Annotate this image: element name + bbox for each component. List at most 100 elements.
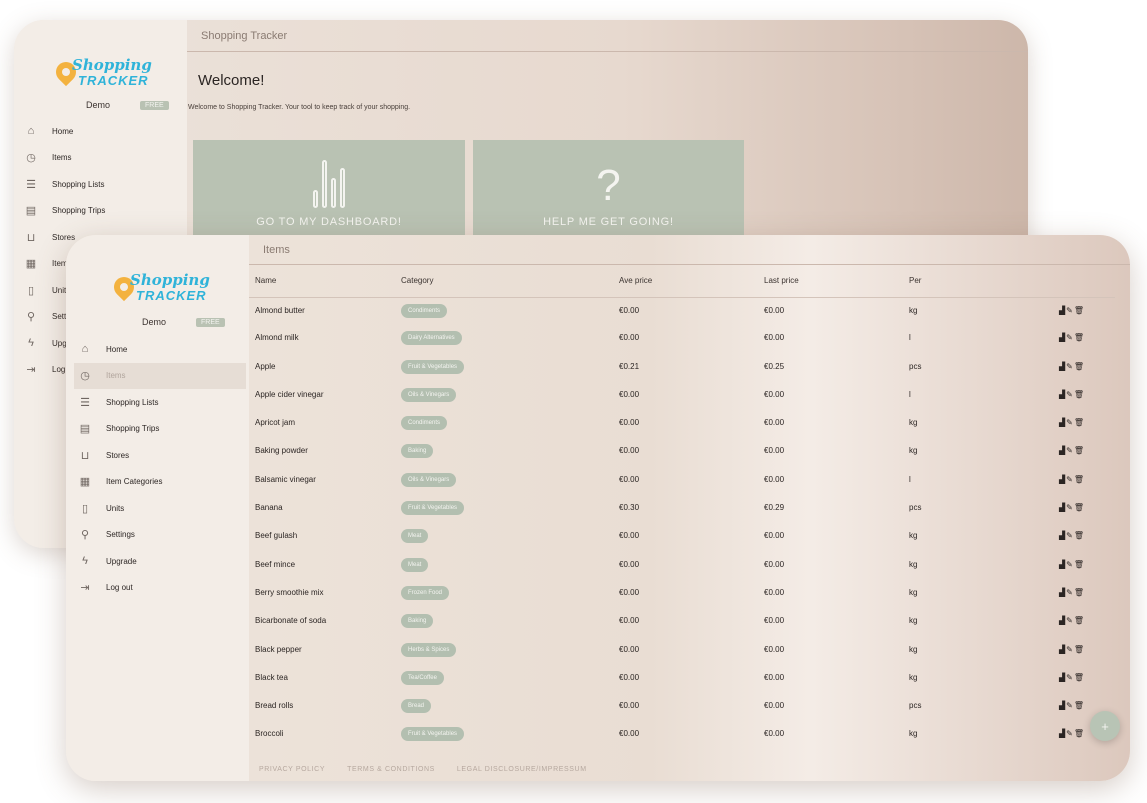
row-actions-icon[interactable]: ▟✎🗑 <box>1058 644 1085 654</box>
units-icon: ▯ <box>27 284 35 297</box>
table-row[interactable]: Apple Fruit & Vegetables €0.21 €0.25 pcs ▟✎🗑 <box>249 354 1115 382</box>
item-unit: l <box>909 474 911 484</box>
row-actions-icon[interactable]: ▟✎🗑 <box>1058 361 1085 371</box>
item-last-price: €0.00 <box>764 418 785 428</box>
sidebar-item-label: Item Categories <box>106 477 163 487</box>
item-last-price: €0.29 <box>764 503 785 513</box>
page-title: Items <box>249 235 1130 265</box>
table-row[interactable]: Berry smoothie mix Frozen Food €0.00 €0.00 k… <box>249 580 1115 608</box>
sidebar-item-logout[interactable]: ⇥ Log <box>20 357 105 384</box>
logo-text-tracker: TRACKER <box>78 73 149 88</box>
row-actions-icon[interactable]: ▟✎🗑 <box>1058 616 1085 626</box>
sidebar-item-label: Settings <box>106 530 135 540</box>
user-row: Demo FREE <box>142 317 225 327</box>
item-unit: kg <box>909 531 918 541</box>
table-row[interactable]: Black tea Tea/Coffee €0.00 €0.00 kg ▟✎🗑 <box>249 665 1115 693</box>
legal-disclosure-link[interactable]: LEGAL DISCLOSURE/IMPRESSUM <box>456 766 587 773</box>
item-category-cell: Meat <box>395 523 613 551</box>
sidebar-item-label: Stores <box>106 450 130 460</box>
table-row[interactable]: Balsamic vinegar Oils & Vinegars €0.00 €0.0… <box>249 467 1115 495</box>
column-header-category[interactable]: Category <box>395 265 613 298</box>
table-row[interactable]: Banana Fruit & Vegetables €0.30 €0.29 pcs ▟✎🗑 <box>249 495 1115 523</box>
sidebar-item-categories[interactable]: ▦ Item Categories <box>74 469 246 496</box>
column-header-per[interactable]: Per <box>903 265 1003 298</box>
sidebar-item-cart[interactable]: ⊔ Stores <box>74 442 246 469</box>
sidebar-item-label: Shopping Lists <box>106 397 159 407</box>
row-actions-icon[interactable]: ▟✎🗑 <box>1058 503 1085 513</box>
sidebar-item-list[interactable]: ☰ Shopping Lists <box>74 389 246 416</box>
item-ave-price: €0.00 <box>619 389 640 399</box>
row-actions-icon[interactable]: ▟✎🗑 <box>1058 587 1085 597</box>
help-tile[interactable]: ? HELP ME GET GOING! <box>473 140 744 236</box>
table-row[interactable]: Baking powder Baking €0.00 €0.00 kg ▟✎🗑 <box>249 438 1115 466</box>
table-row[interactable]: Apple cider vinegar Oils & Vinegars €0.00 €… <box>249 382 1115 410</box>
row-actions-icon[interactable]: ▟✎🗑 <box>1058 333 1085 343</box>
table-row[interactable]: Beef gulash Meat €0.00 €0.00 kg ▟✎🗑 <box>249 523 1115 551</box>
row-actions-icon[interactable]: ▟✎🗑 <box>1058 531 1085 541</box>
sidebar-item-label: Shopping Trips <box>52 206 106 216</box>
table-row[interactable]: Bread rolls Bread €0.00 €0.00 pcs ▟✎🗑 <box>249 693 1115 721</box>
row-actions-icon[interactable]: ▟✎🗑 <box>1058 559 1085 569</box>
plan-badge: FREE <box>196 317 225 327</box>
sidebar-item-categories[interactable]: ▦ Item <box>20 251 105 278</box>
item-last-price: €0.00 <box>764 305 785 315</box>
sidebar-item-upgrade[interactable]: ϟ Upg <box>20 330 105 357</box>
sidebar-item-settings[interactable]: ⚲ Sett <box>20 304 105 331</box>
sidebar-item-label: Upgrade <box>106 556 137 566</box>
column-header-name[interactable]: Name <box>249 265 395 298</box>
row-actions-icon[interactable]: ▟✎🗑 <box>1058 305 1085 315</box>
item-category-cell: Fruit & Vegetables <box>395 721 613 749</box>
items-table: Name Category Ave price Last price Per A… <box>249 265 1115 750</box>
page-title: Shopping Tracker <box>187 20 1028 52</box>
item-ave-price: €0.00 <box>619 333 640 343</box>
sidebar-item-cart[interactable]: ⊔ Stores <box>20 224 105 251</box>
sidebar-item-logout[interactable]: ⇥ Log out <box>74 575 246 602</box>
table-row[interactable]: Beef mince Meat €0.00 €0.00 kg ▟✎🗑 <box>249 552 1115 580</box>
sidebar-item-units[interactable]: ▯ Unit <box>20 277 105 304</box>
row-actions-icon[interactable]: ▟✎🗑 <box>1058 729 1085 739</box>
sidebar-item-items[interactable]: ◷ Items <box>74 362 246 389</box>
column-header-ave-price[interactable]: Ave price <box>613 265 758 298</box>
dashboard-tile[interactable]: GO TO MY DASHBOARD! <box>193 140 465 236</box>
item-ave-price: €0.00 <box>619 701 640 711</box>
sidebar-item-label: Shopping Trips <box>106 424 160 434</box>
row-actions-icon[interactable]: ▟✎🗑 <box>1058 701 1085 711</box>
item-category-cell: Herbs & Spices <box>395 637 613 665</box>
table-row[interactable]: Almond butter Condiments €0.00 €0.00 kg ▟✎🗑 <box>249 297 1115 325</box>
privacy-policy-link[interactable]: PRIVACY POLICY <box>259 766 326 773</box>
app-logo[interactable]: Shopping TRACKER <box>109 269 234 309</box>
app-logo[interactable]: Shopping TRACKER <box>51 54 176 94</box>
row-actions-icon[interactable]: ▟✎🗑 <box>1058 418 1085 428</box>
sidebar-item-upgrade[interactable]: ϟ Upgrade <box>74 548 246 575</box>
row-actions-icon[interactable]: ▟✎🗑 <box>1058 672 1085 682</box>
add-item-button[interactable]: + <box>1090 711 1120 741</box>
sidebar-item-settings[interactable]: ⚲ Settings <box>74 522 246 549</box>
item-category-cell: Oils & Vinegars <box>395 467 613 495</box>
sidebar-item-home[interactable]: ⌂ Home <box>20 118 105 145</box>
item-unit: kg <box>909 672 918 682</box>
table-row[interactable]: Bicarbonate of soda Baking €0.00 €0.00 kg ▟✎🗑 <box>249 608 1115 636</box>
row-actions-icon[interactable]: ▟✎🗑 <box>1058 474 1085 484</box>
terms-link[interactable]: TERMS & CONDITIONS <box>347 766 435 773</box>
sidebar-item-units[interactable]: ▯ Units <box>74 495 246 522</box>
table-row[interactable]: Black pepper Herbs & Spices €0.00 €0.00 kg ▟✎… <box>249 637 1115 665</box>
column-header-last-price[interactable]: Last price <box>758 265 903 298</box>
logo-text-tracker: TRACKER <box>136 288 207 303</box>
item-unit: kg <box>909 446 918 456</box>
sidebar-item-trips[interactable]: ▤ Shopping Trips <box>20 198 106 225</box>
sidebar-item-list[interactable]: ☰ Shopping Lists <box>20 171 105 198</box>
item-unit: l <box>909 333 911 343</box>
sidebar-item-home[interactable]: ⌂ Home <box>74 336 246 363</box>
item-ave-price: €0.00 <box>619 616 640 626</box>
row-actions-icon[interactable]: ▟✎🗑 <box>1058 389 1085 399</box>
cart-icon: ⊔ <box>26 231 36 244</box>
sidebar-item-trips[interactable]: ▤ Shopping Trips <box>74 416 246 443</box>
row-actions-icon[interactable]: ▟✎🗑 <box>1058 446 1085 456</box>
sidebar-item-items[interactable]: ◷ Items <box>20 145 105 172</box>
units-icon: ▯ <box>81 502 89 515</box>
table-row[interactable]: Apricot jam Condiments €0.00 €0.00 kg ▟✎🗑 <box>249 410 1115 438</box>
items-icon: ◷ <box>80 370 90 383</box>
table-row[interactable]: Broccoli Fruit & Vegetables €0.00 €0.00 kg ▟✎… <box>249 721 1115 749</box>
table-row[interactable]: Almond milk Dairy Alternatives €0.00 €0.00 l… <box>249 325 1115 353</box>
